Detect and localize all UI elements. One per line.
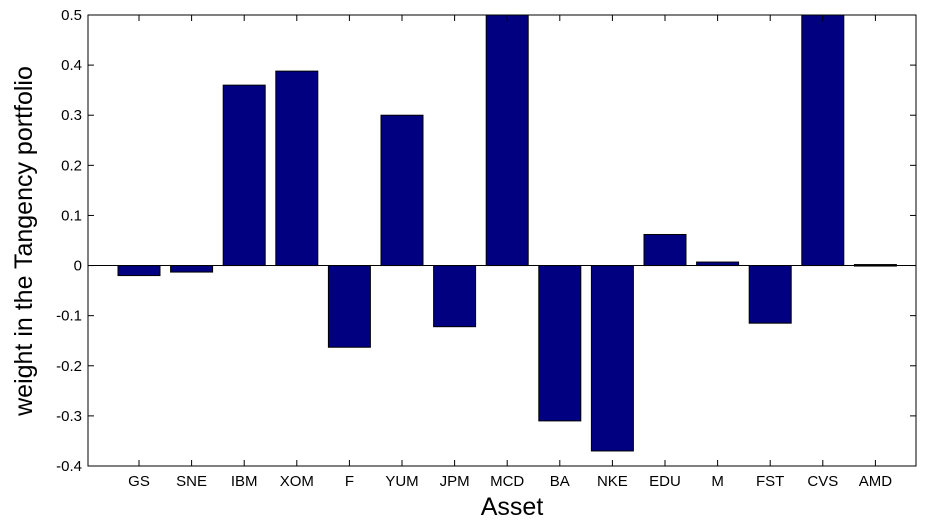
plot-frame	[87, 14, 917, 467]
bar-ibm	[222, 84, 266, 267]
bar-cvs	[801, 14, 845, 267]
bar-fst	[748, 265, 792, 324]
y-tick-label: 0.4	[61, 57, 82, 74]
bar-mcd	[485, 14, 529, 267]
x-tick-label-edu: EDU	[649, 473, 681, 490]
x-tick-label-fst: FST	[756, 473, 784, 490]
x-tick-label-amd: AMD	[859, 473, 893, 490]
axes-layer	[87, 14, 917, 467]
bar-jpm	[433, 265, 477, 328]
x-tick-label-yum: YUM	[385, 473, 418, 490]
bar-gs	[117, 265, 161, 277]
x-tick-label-ibm: IBM	[231, 473, 258, 490]
bar-xom	[275, 70, 319, 267]
y-tick-label: -0.1	[56, 308, 82, 325]
bar-ba	[538, 265, 582, 422]
bar-edu	[643, 233, 687, 267]
bar-sne	[170, 265, 214, 273]
y-tick-label: -0.3	[56, 408, 82, 425]
y-tick-label: -0.2	[56, 358, 82, 375]
y-tick-label: 0.5	[61, 7, 82, 24]
x-tick-label-nke: NKE	[597, 473, 628, 490]
y-tick-labels: 0.5 0.4 0.3 0.2 0.1 0 -0.1 -0.2 -0.3 -0.4	[56, 7, 82, 475]
x-tick-label-ba: BA	[550, 473, 570, 490]
bar-nke	[590, 265, 634, 452]
bar-m	[696, 261, 740, 267]
y-tick-label: -0.4	[56, 458, 82, 475]
x-tick-labels: GS SNE IBM XOM F YUM JPM MCD BA NKE EDU M FST CVS AMD	[128, 473, 892, 490]
bars-layer	[117, 14, 897, 452]
y-tick-label: 0	[74, 258, 82, 275]
x-tick-label-gs: GS	[128, 473, 150, 490]
x-tick-label-m: M	[711, 473, 724, 490]
y-tick-label: 0.1	[61, 207, 82, 224]
y-tick-label: 0.3	[61, 107, 82, 124]
x-tick-label-jpm: JPM	[440, 473, 470, 490]
bar-yum	[380, 114, 424, 267]
x-axis-title: Asset	[481, 493, 544, 520]
x-tick-label-sne: SNE	[176, 473, 207, 490]
x-tick-label-f: F	[345, 473, 354, 490]
y-tick-label: 0.2	[61, 157, 82, 174]
bar-f	[327, 265, 371, 348]
x-tick-label-mcd: MCD	[490, 473, 524, 490]
y-axis-title: weight in the Tangency portfolio	[10, 66, 38, 417]
x-tick-label-xom: XOM	[280, 473, 314, 490]
x-tick-label-cvs: CVS	[807, 473, 838, 490]
